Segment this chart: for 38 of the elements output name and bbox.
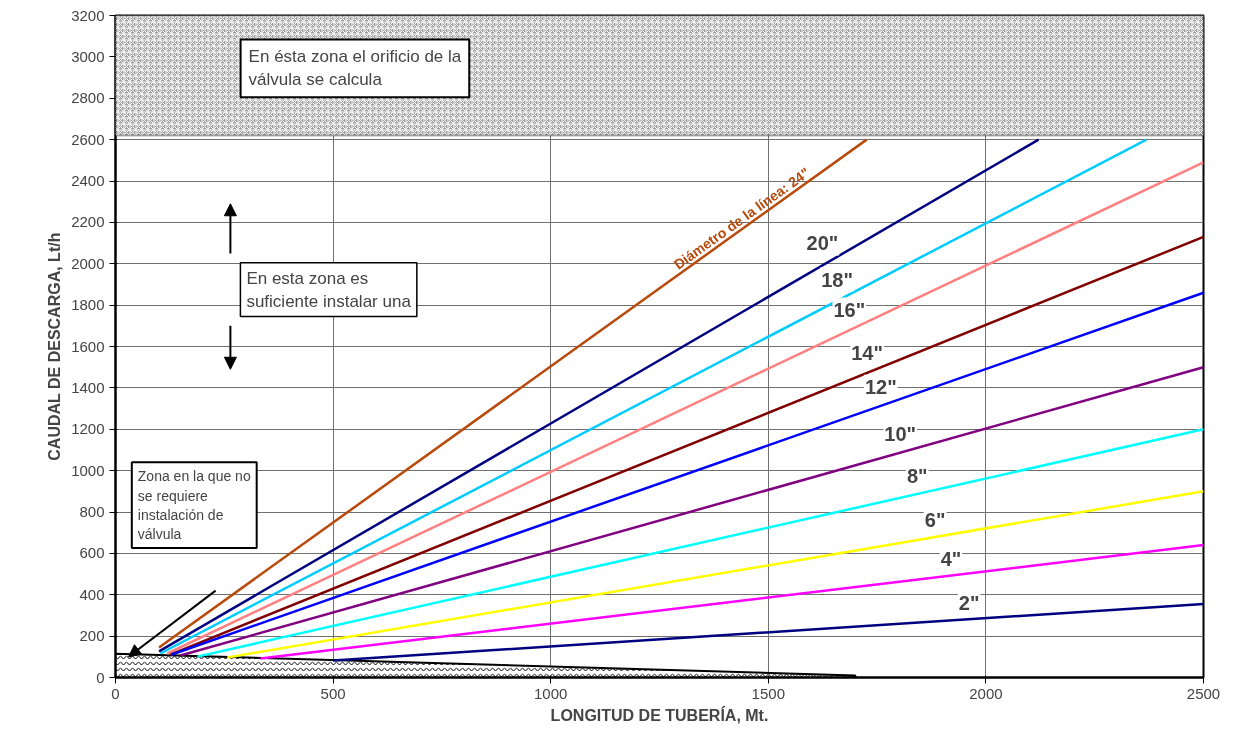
y-tick-label: 1200 (71, 420, 105, 438)
series-label: 16" (833, 298, 866, 321)
y-tick-label: 1600 (71, 337, 105, 355)
y-tick-label: 400 (79, 585, 105, 603)
y-tick-label: 800 (79, 503, 105, 520)
series-label: 12" (864, 375, 897, 398)
y-tick-label: 2000 (71, 254, 105, 272)
y-axis-title: CAUDAL DE DESCARGA, Lt/h (46, 232, 64, 461)
x-tick-label: 500 (320, 684, 346, 702)
series-label: 20" (806, 232, 839, 255)
y-tick-label: 1000 (71, 461, 105, 479)
y-tick-label: 2800 (71, 89, 105, 107)
series-label: 2" (958, 592, 980, 615)
y-tick-label: 2400 (71, 172, 105, 189)
y-tick-label: 2200 (71, 213, 105, 231)
series-label: 6" (924, 508, 946, 531)
x-tick-label: 1500 (751, 684, 785, 702)
y-tick-label: 200 (79, 627, 105, 645)
x-tick-label: 0 (111, 684, 120, 702)
x-axis-title: LONGITUD DE TUBERÍA, Mt. (550, 705, 769, 724)
annotation: En esta zona es suficiente instalar una (246, 268, 412, 311)
series-label: 4" (940, 548, 962, 571)
x-tick-label: 2000 (969, 684, 1003, 702)
x-tick-label: 1000 (534, 684, 568, 702)
y-tick-label: 2600 (71, 130, 105, 148)
y-tick-label: 0 (96, 668, 105, 686)
y-tick-label: 600 (79, 544, 105, 562)
band-label: En ésta zona el orificio de la válvula se calcula (248, 47, 462, 90)
y-tick-label: 3000 (71, 47, 105, 65)
x-tick-label: 2500 (1186, 684, 1221, 702)
y-tick-label: 1800 (71, 296, 105, 314)
y-tick-label: 3200 (71, 6, 105, 24)
y-tick-label: 1400 (71, 378, 105, 396)
series-label: 10" (884, 423, 917, 446)
series-label: 8" (906, 465, 928, 488)
annotation: Zona en la que no se requiere instalación de válvula (137, 468, 251, 542)
series-label: 18" (821, 268, 853, 291)
series-label: 14" (851, 342, 883, 365)
